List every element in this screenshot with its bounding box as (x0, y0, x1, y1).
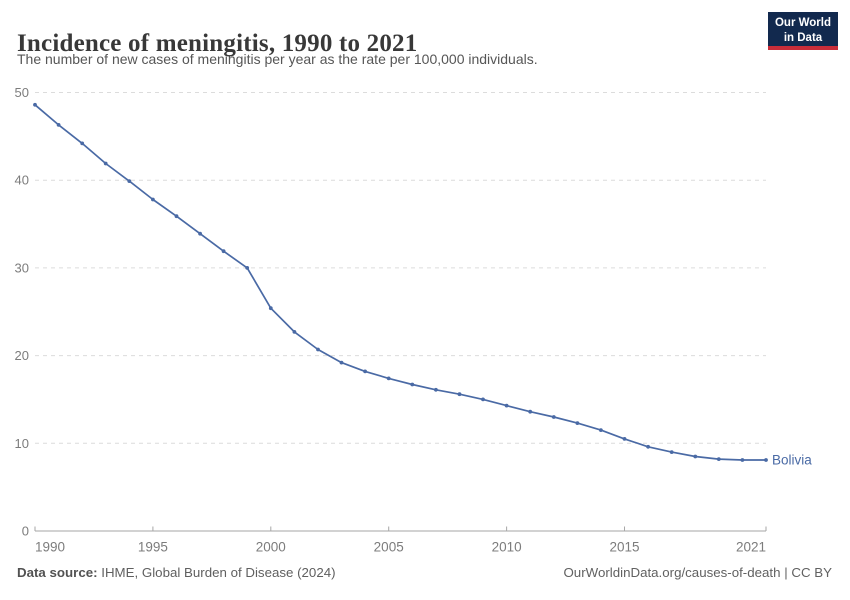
data-point-Bolivia-2018[interactable] (693, 454, 698, 459)
series-line-Bolivia[interactable] (34, 103, 767, 461)
data-point-Bolivia-2003[interactable] (339, 360, 344, 365)
data-point-Bolivia-2008[interactable] (457, 392, 462, 397)
y-tick-label-0: 0 (22, 524, 29, 539)
owid-logo-line1: Our World (774, 17, 831, 29)
y-tick-label-20: 20 (15, 348, 29, 363)
page-title: Incidence of meningitis, 1990 to 2021 (17, 29, 418, 57)
data-point-Bolivia-2006[interactable] (410, 382, 415, 387)
data-point-Bolivia-1992[interactable] (80, 141, 85, 146)
data-point-Bolivia-1993[interactable] (103, 161, 108, 166)
x-tick-label-2015: 2015 (609, 540, 639, 555)
page-subtitle: The number of new cases of meningitis pe… (17, 51, 538, 67)
x-tick-label-2000: 2000 (256, 540, 286, 555)
data-point-Bolivia-1994[interactable] (127, 179, 132, 184)
data-point-Bolivia-1991[interactable] (56, 123, 61, 127)
data-point-Bolivia-2001[interactable] (292, 330, 297, 334)
x-tick-label-2010: 2010 (492, 540, 522, 555)
data-point-Bolivia-2021[interactable] (764, 458, 768, 462)
data-point-Bolivia-1998[interactable] (221, 249, 226, 254)
data-point-Bolivia-2013[interactable] (575, 421, 580, 425)
y-tick-label-50: 50 (15, 85, 29, 100)
data-source-label: Data source: (17, 565, 98, 580)
owid-logo-line2: in Data (783, 31, 823, 44)
data-point-Bolivia-2015[interactable] (622, 437, 627, 441)
data-point-Bolivia-2014[interactable] (599, 428, 603, 432)
x-tick-label-2021: 2021 (736, 540, 766, 555)
data-point-Bolivia-1999[interactable] (245, 266, 250, 270)
y-tick-label-10: 10 (15, 436, 29, 451)
data-point-Bolivia-2004[interactable] (363, 369, 367, 374)
data-point-Bolivia-2017[interactable] (669, 450, 674, 454)
data-point-Bolivia-2002[interactable] (316, 347, 320, 352)
data-point-Bolivia-1990[interactable] (33, 102, 37, 107)
data-point-Bolivia-2011[interactable] (528, 409, 533, 414)
x-tick-label-1990: 1990 (35, 540, 65, 555)
series-end-label-Bolivia[interactable]: Bolivia (772, 452, 812, 467)
y-tick-label-30: 30 (15, 260, 29, 275)
x-tick-label-1995: 1995 (138, 540, 168, 555)
chart-footer: Data source: IHME, Global Burden of Dise… (17, 565, 832, 580)
data-point-Bolivia-2019[interactable] (716, 457, 721, 461)
x-tick-label-2005: 2005 (374, 540, 404, 555)
data-source-note: Data source: IHME, Global Burden of Dise… (17, 565, 336, 580)
data-point-Bolivia-2020[interactable] (740, 458, 745, 462)
y-tick-label-40: 40 (15, 173, 29, 188)
data-point-Bolivia-1997[interactable] (198, 231, 203, 236)
owid-url-link[interactable]: OurWorldinData.org/causes-of-death | CC … (563, 565, 832, 580)
data-source-text: IHME, Global Burden of Disease (2024) (97, 565, 336, 580)
data-point-Bolivia-2010[interactable] (504, 403, 509, 408)
data-point-Bolivia-2007[interactable] (434, 387, 438, 392)
owid-logo[interactable]: Our World in Data (768, 12, 838, 50)
data-point-Bolivia-2000[interactable] (268, 306, 273, 311)
data-point-Bolivia-1995[interactable] (151, 197, 155, 202)
data-point-Bolivia-2009[interactable] (481, 397, 485, 402)
data-point-Bolivia-1996[interactable] (174, 214, 179, 219)
data-point-Bolivia-2016[interactable] (646, 444, 650, 449)
data-point-Bolivia-2005[interactable] (386, 376, 391, 381)
data-point-Bolivia-2012[interactable] (551, 415, 556, 419)
